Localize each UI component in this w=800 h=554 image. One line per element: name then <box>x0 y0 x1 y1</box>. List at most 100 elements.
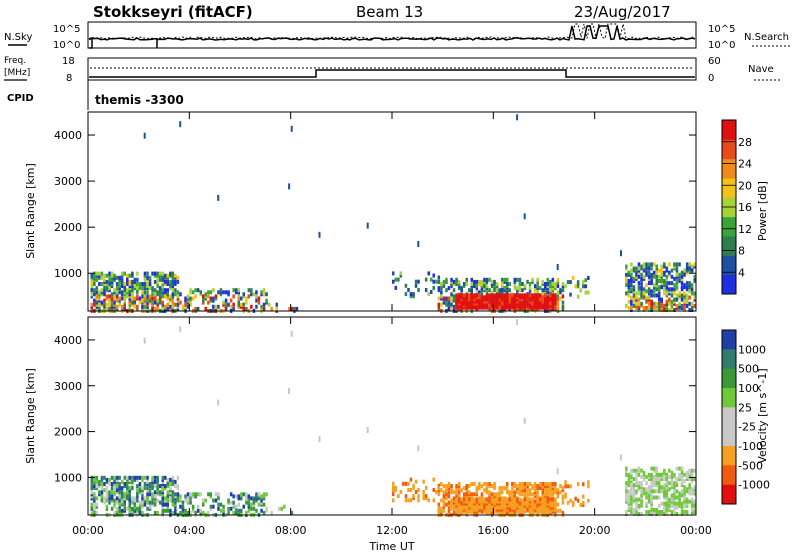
velocity-data-cell <box>146 494 149 499</box>
power-data-cell <box>642 262 646 267</box>
power-data-cell <box>637 270 641 275</box>
power-data-cell <box>485 290 489 295</box>
velocity-data-cell <box>108 482 111 486</box>
velocity-data-cell <box>191 504 195 509</box>
velocity-data-cell <box>143 482 147 486</box>
power-data-cell <box>164 282 167 286</box>
power-data-cell <box>632 295 636 300</box>
date-title: 23/Aug/2017 <box>574 3 671 21</box>
power-data-cell <box>169 304 172 309</box>
velocity-data-cell <box>546 484 549 489</box>
power-data-cell <box>174 288 177 293</box>
power-data-cell <box>688 262 691 267</box>
velocity-data-cell <box>141 510 144 515</box>
power-data-cell <box>470 288 473 293</box>
velocity-data-cell <box>465 497 468 502</box>
power-data-cell <box>480 279 484 284</box>
velocity-data-cell <box>680 481 684 486</box>
power-data-cell <box>126 282 129 286</box>
velocity-data-cell <box>181 500 185 505</box>
velocity-data-cell <box>627 472 631 477</box>
velocity-data-cell <box>533 505 537 510</box>
power-data-cell <box>176 304 180 309</box>
power-data-cell <box>120 304 124 309</box>
y-tick-label: 3000 <box>54 175 82 188</box>
power-data-cell <box>460 286 463 291</box>
power-data-cell <box>642 295 646 300</box>
power-data-cell <box>490 290 494 295</box>
velocity-data-cell <box>546 505 549 510</box>
power-data-cell <box>151 286 154 291</box>
power-data-cell <box>136 277 139 282</box>
power-data-cell <box>250 292 253 297</box>
velocity-data-cell <box>650 472 653 477</box>
power-data-cell <box>473 297 476 302</box>
power-data-cell <box>95 304 99 309</box>
velocity-data-cell <box>693 510 696 514</box>
power-data-cell <box>90 302 93 307</box>
velocity-data-cell <box>480 484 484 489</box>
power-data-cell <box>240 296 243 301</box>
power-data-cell <box>90 282 93 286</box>
power-data-cell <box>587 276 590 280</box>
power-data-cell <box>526 279 529 284</box>
power-data-cell <box>675 297 679 302</box>
velocity-data-cell <box>260 508 263 513</box>
velocity-data-cell <box>457 494 461 499</box>
power-data-cell <box>551 282 555 286</box>
velocity-data-cell <box>450 506 453 511</box>
velocity-data-cell <box>455 501 458 506</box>
velocity-data-cell <box>189 510 192 515</box>
velocity-data-cell <box>186 500 190 505</box>
power-data-cell <box>526 305 529 310</box>
power-data-cell <box>625 279 628 283</box>
power-data-cell <box>189 296 192 301</box>
velocity-data-cell <box>521 492 524 497</box>
power-data-cell <box>262 306 266 311</box>
velocity-data-cell <box>523 417 526 424</box>
power-data-cell <box>108 306 111 311</box>
velocity-data-cell <box>503 507 506 512</box>
velocity-data-cell <box>118 510 121 515</box>
power-data-cell <box>457 284 461 289</box>
velocity-data-cell <box>252 496 256 501</box>
power-data-cell <box>685 293 689 298</box>
power-data-cell <box>478 279 481 284</box>
power-data-cell <box>138 296 142 301</box>
power-data-cell <box>536 297 539 302</box>
power-data-cell <box>212 298 215 303</box>
power-data-cell <box>181 304 185 309</box>
velocity-data-cell <box>138 504 142 509</box>
power-data-cell <box>475 284 479 289</box>
velocity-data-cell <box>541 482 544 486</box>
velocity-data-cell <box>98 482 101 486</box>
power-data-cell <box>652 305 656 310</box>
velocity-data-cell <box>113 477 116 482</box>
velocity-data-cell <box>483 505 486 510</box>
velocity-data-cell <box>153 484 157 489</box>
power-data-cell <box>549 288 552 293</box>
velocity-data-cell <box>126 484 129 489</box>
velocity-data-cell <box>663 491 666 496</box>
velocity-data-cell <box>260 498 263 503</box>
power-data-cell <box>673 301 676 306</box>
power-data-cell <box>468 301 471 306</box>
power-data-cell <box>447 300 451 305</box>
power-data-cell <box>174 273 177 278</box>
power-data-cell <box>645 270 648 275</box>
power-data-cell <box>658 293 661 298</box>
velocity-data-cell <box>508 507 511 512</box>
power-data-cell <box>632 299 636 304</box>
velocity-data-cell <box>647 489 651 494</box>
power-data-cell <box>531 297 534 302</box>
power-data-cell <box>645 305 648 310</box>
power-data-cell <box>161 300 164 305</box>
velocity-data-cell <box>513 494 517 499</box>
velocity-data-cell <box>240 496 243 501</box>
power-data-cell <box>224 302 228 307</box>
power-data-cell <box>483 297 486 302</box>
power-data-cell <box>642 308 646 312</box>
power-data-cell <box>528 282 532 286</box>
velocity-data-cell <box>500 486 504 491</box>
power-data-cell <box>161 294 164 299</box>
